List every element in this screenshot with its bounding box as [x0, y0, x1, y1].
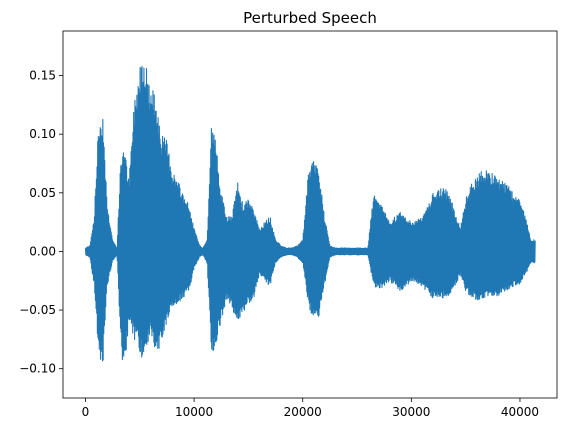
x-tick-label: 10000 [175, 405, 213, 419]
y-axis: −0.10 −0.05 0.00 0.05 0.10 0.15 [19, 69, 63, 376]
y-tick-label: 0.10 [29, 127, 56, 141]
y-tick-label: −0.10 [19, 362, 56, 376]
y-tick-label: 0.00 [29, 244, 56, 258]
x-tick-label: 40000 [501, 405, 539, 419]
x-axis: 0 10000 20000 30000 40000 [82, 398, 539, 419]
y-tick-label: −0.05 [19, 303, 56, 317]
chart-title: Perturbed Speech [243, 9, 377, 27]
waveform-series-0 [84, 65, 536, 362]
y-tick-label: 0.05 [29, 186, 56, 200]
x-tick-label: 0 [82, 405, 90, 419]
x-tick-label: 30000 [392, 405, 430, 419]
x-tick-label: 20000 [284, 405, 322, 419]
axes-frame [62, 30, 558, 399]
plot-layer [84, 65, 536, 362]
y-tick-label: 0.15 [29, 69, 56, 83]
